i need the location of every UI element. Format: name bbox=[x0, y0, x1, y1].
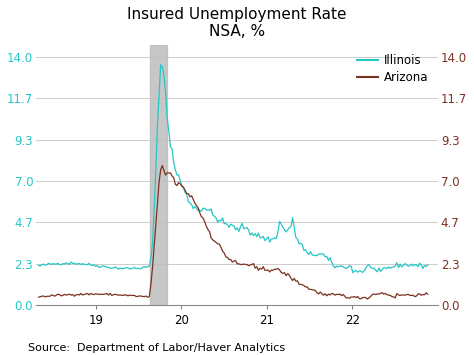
Bar bbox=[150, 45, 167, 305]
Text: Source:  Department of Labor/Haver Analytics: Source: Department of Labor/Haver Analyt… bbox=[28, 343, 285, 353]
Legend: Illinois, Arizona: Illinois, Arizona bbox=[354, 50, 432, 87]
Title: Insured Unemployment Rate
NSA, %: Insured Unemployment Rate NSA, % bbox=[127, 7, 347, 39]
